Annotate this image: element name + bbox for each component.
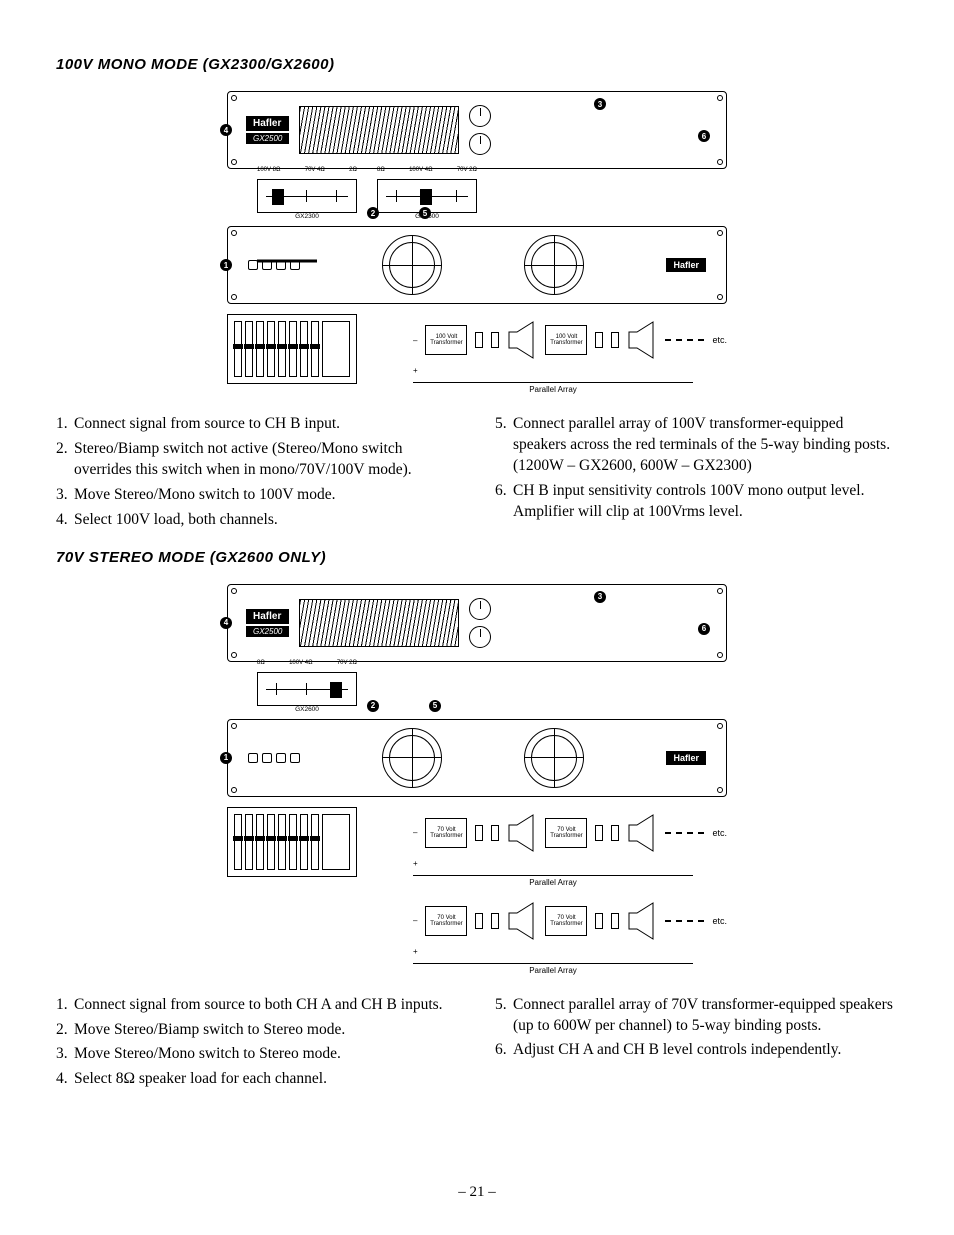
polarity-minus: – [413, 916, 417, 925]
gx2300-label-2: 2Ω [349, 167, 357, 173]
gx2600-label-1: 100V 4Ω [409, 167, 433, 173]
callout2-2: 2 [367, 700, 379, 712]
polarity-plus: + [413, 366, 418, 375]
page-number: – 21 – [0, 1184, 954, 1201]
section2-left-steps: 1.Connect signal from source to both CH … [56, 995, 459, 1091]
knob-ch-b-2 [469, 626, 491, 648]
knob-ch-b [469, 133, 491, 155]
polarity-plus: + [413, 859, 418, 868]
callout-3: 3 [594, 98, 606, 110]
model-badge-2: GX2500 [246, 626, 289, 637]
speaker-array-row-b: – 70 Volt Transformer 70 Volt Transforme… [373, 901, 727, 941]
s1-step-5: Connect parallel array of 100V transform… [513, 414, 898, 477]
s2-step-6: Adjust CH A and CH B level controls inde… [513, 1040, 898, 1061]
fan-icon [524, 728, 584, 788]
transformer-70v: 70 Volt Transformer [425, 906, 467, 936]
callout2-3: 3 [594, 591, 606, 603]
s1-step-4: Select 100V load, both channels. [74, 510, 459, 531]
section2-diagram-wrap: Hafler GX2500 3 6 4 8Ω 100V 4Ω 70V 2Ω [56, 584, 898, 975]
callout-4: 4 [220, 124, 232, 136]
brand-badge: Hafler [246, 116, 289, 131]
callout-6: 6 [698, 130, 710, 142]
callout2-6: 6 [698, 623, 710, 635]
s1-step-1: Connect signal from source to CH B input… [74, 414, 459, 435]
brand-rear: Hafler [666, 258, 706, 272]
speaker-icon [627, 320, 657, 360]
section1-right-steps: 5.Connect parallel array of 100V transfo… [495, 414, 898, 523]
callout2-5: 5 [429, 700, 441, 712]
callout-5: 5 [419, 207, 431, 219]
s2-gx2600-label-1: 100V 4Ω [289, 660, 313, 666]
mixer-icon [227, 314, 357, 384]
etc-label: etc. [712, 828, 727, 838]
section1-diagram-wrap: Hafler GX2500 3 6 4 100V 8Ω 70V 4Ω 2Ω [56, 91, 898, 394]
gx2600-label-2: 70V 2Ω [457, 167, 477, 173]
gx2600-label-0: 8Ω [377, 167, 385, 173]
front-vent-2 [299, 599, 459, 647]
speaker-icon [507, 320, 537, 360]
callout2-4: 4 [220, 617, 232, 629]
speaker-icon [507, 813, 537, 853]
binding-post [262, 260, 272, 270]
binding-post [248, 260, 258, 270]
slider-gx2600-s2 [257, 672, 357, 706]
s2-step-5: Connect parallel array of 70V transforme… [513, 995, 898, 1037]
s2-step-1: Connect signal from source to both CH A … [74, 995, 459, 1016]
polarity-plus: + [413, 947, 418, 956]
polarity-minus: – [413, 828, 417, 837]
brand-badge-2: Hafler [246, 609, 289, 624]
s2-step-2: Move Stereo/Biamp switch to Stereo mode. [74, 1020, 459, 1041]
section1-columns: 1.Connect signal from source to CH B inp… [56, 414, 898, 535]
etc-label: etc. [712, 335, 727, 345]
fan-icon [382, 235, 442, 295]
slider-gx2300 [257, 179, 357, 213]
fan-icon [382, 728, 442, 788]
callout-2: 2 [367, 207, 379, 219]
knob-ch-a-2 [469, 598, 491, 620]
speaker-icon [627, 813, 657, 853]
transformer-100v: 100 Volt Transformer [545, 325, 587, 355]
fan-icon [524, 235, 584, 295]
polarity-minus: – [413, 336, 417, 345]
model-badge: GX2500 [246, 133, 289, 144]
speaker-array-row: – 100 Volt Transformer 100 Volt Transfor… [373, 320, 727, 360]
etc-label: etc. [712, 916, 727, 926]
transformer-70v: 70 Volt Transformer [545, 906, 587, 936]
s1-step-6: CH B input sensitivity controls 100V mon… [513, 481, 898, 523]
transformer-70v: 70 Volt Transformer [545, 818, 587, 848]
callout2-1: 1 [220, 752, 232, 764]
callout-1: 1 [220, 259, 232, 271]
s1-step-2: Stereo/Biamp switch not active (Stereo/M… [74, 439, 459, 481]
brand-rear-2: Hafler [666, 751, 706, 765]
speaker-icon [507, 901, 537, 941]
section2-columns: 1.Connect signal from source to both CH … [56, 995, 898, 1095]
knob-ch-a [469, 105, 491, 127]
gx2300-label-0: 100V 8Ω [257, 167, 281, 173]
s2-gx2600-title: GX2600 [257, 706, 357, 713]
mixer-icon-2 [227, 807, 357, 877]
s1-step-3: Move Stereo/Mono switch to 100V mode. [74, 485, 459, 506]
gx2300-title: GX2300 [257, 213, 357, 220]
transformer-100v: 100 Volt Transformer [425, 325, 467, 355]
speaker-icon [627, 901, 657, 941]
section2-heading: 70V STEREO MODE (GX2600 ONLY) [56, 549, 898, 566]
binding-post [290, 260, 300, 270]
binding-post [276, 260, 286, 270]
parallel-array-label-a: Parallel Array [413, 875, 693, 887]
s2-step-3: Move Stereo/Mono switch to Stereo mode. [74, 1044, 459, 1065]
section1-diagram: Hafler GX2500 3 6 4 100V 8Ω 70V 4Ω 2Ω [227, 91, 727, 394]
gx2300-label-1: 70V 4Ω [305, 167, 325, 173]
section2-right-steps: 5.Connect parallel array of 70V transfor… [495, 995, 898, 1062]
section1-left-steps: 1.Connect signal from source to CH B inp… [56, 414, 459, 531]
speaker-array-row-a: – 70 Volt Transformer 70 Volt Transforme… [373, 813, 727, 853]
parallel-array-label: Parallel Array [413, 382, 693, 394]
s2-step-4: Select 8Ω speaker load for each channel. [74, 1069, 459, 1090]
front-vent [299, 106, 459, 154]
section1-heading: 100V MONO MODE (GX2300/GX2600) [56, 56, 898, 73]
transformer-70v: 70 Volt Transformer [425, 818, 467, 848]
s2-gx2600-label-2: 70V 2Ω [337, 660, 357, 666]
parallel-array-label-b: Parallel Array [413, 963, 693, 975]
s2-gx2600-label-0: 8Ω [257, 660, 265, 666]
section2-diagram: Hafler GX2500 3 6 4 8Ω 100V 4Ω 70V 2Ω [227, 584, 727, 975]
